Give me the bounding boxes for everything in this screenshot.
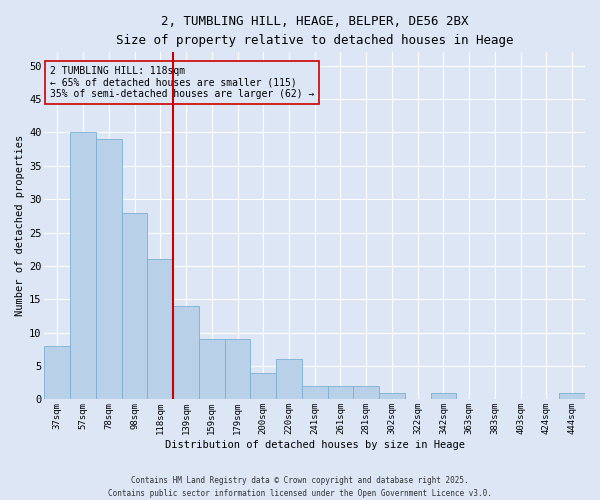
Bar — [353, 386, 379, 400]
Title: 2, TUMBLING HILL, HEAGE, BELPER, DE56 2BX
Size of property relative to detached : 2, TUMBLING HILL, HEAGE, BELPER, DE56 2B… — [116, 15, 514, 47]
Bar — [328, 386, 353, 400]
Bar — [559, 392, 585, 400]
Bar — [224, 340, 250, 400]
Bar — [173, 306, 199, 400]
Bar — [431, 392, 456, 400]
Text: 2 TUMBLING HILL: 118sqm
← 65% of detached houses are smaller (115)
35% of semi-d: 2 TUMBLING HILL: 118sqm ← 65% of detache… — [50, 66, 314, 100]
Bar — [199, 340, 224, 400]
Bar — [44, 346, 70, 400]
Bar — [96, 139, 122, 400]
X-axis label: Distribution of detached houses by size in Heage: Distribution of detached houses by size … — [165, 440, 465, 450]
Bar — [302, 386, 328, 400]
Bar — [250, 372, 276, 400]
Bar — [379, 392, 405, 400]
Bar — [276, 360, 302, 400]
Y-axis label: Number of detached properties: Number of detached properties — [15, 135, 25, 316]
Bar — [122, 212, 148, 400]
Text: Contains HM Land Registry data © Crown copyright and database right 2025.
Contai: Contains HM Land Registry data © Crown c… — [108, 476, 492, 498]
Bar — [148, 259, 173, 400]
Bar — [70, 132, 96, 400]
